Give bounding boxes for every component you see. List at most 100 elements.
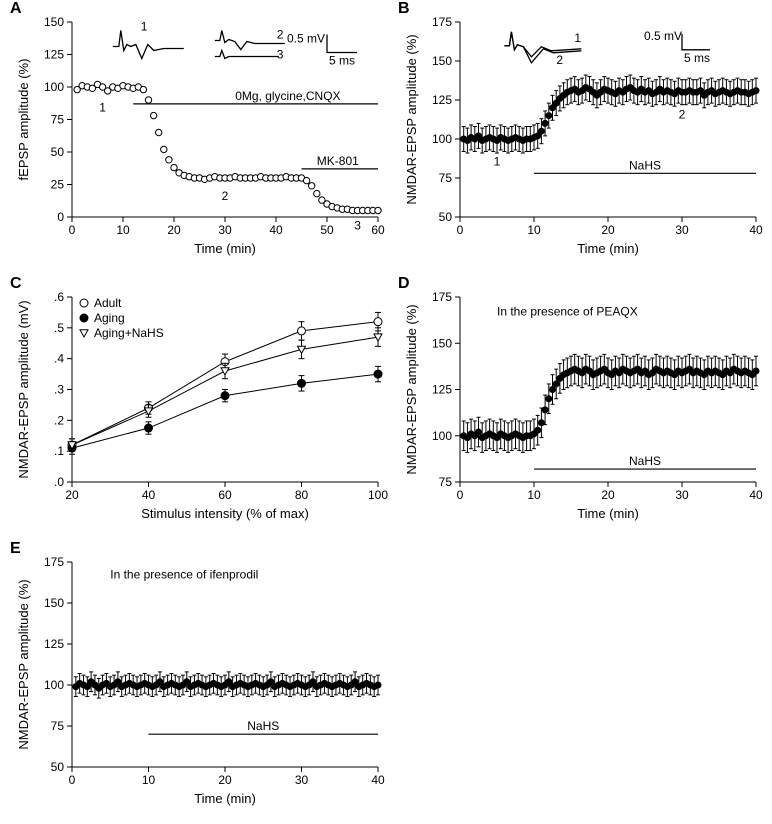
svg-text:.2: .2 [54,413,64,427]
panel-label-D: D [398,275,410,293]
svg-text:.3: .3 [54,383,64,397]
svg-text:0: 0 [457,223,464,237]
svg-text:50: 50 [51,760,65,774]
svg-text:Aging+NaHS: Aging+NaHS [94,326,164,340]
svg-text:60: 60 [371,223,385,237]
svg-text:NMDAR-EPSP amplitude (%): NMDAR-EPSP amplitude (%) [404,34,419,204]
panel-C: C20406080100.0.1.2.3.4.5.6Stimulus inten… [10,275,390,530]
figure-root: A01020304050600255075100125150Time (min)… [0,0,772,824]
svg-text:20: 20 [65,488,79,502]
svg-text:20: 20 [218,773,232,787]
svg-text:Adult: Adult [94,296,122,310]
svg-text:40: 40 [371,773,385,787]
svg-text:100: 100 [432,429,452,443]
svg-text:60: 60 [218,488,232,502]
svg-text:NaHS: NaHS [247,719,279,733]
svg-text:1: 1 [141,20,148,34]
svg-text:.6: .6 [54,290,64,304]
svg-text:0: 0 [69,773,76,787]
svg-text:NaHS: NaHS [629,158,661,172]
svg-text:.0: .0 [54,475,64,489]
svg-text:0: 0 [457,488,464,502]
panel-label-B: B [398,0,410,18]
svg-text:40: 40 [269,223,283,237]
svg-text:30: 30 [675,488,689,502]
svg-text:1: 1 [99,100,106,114]
panel-label-C: C [10,275,22,293]
panel-D: D01020304075100125150175Time (min)NMDAR-… [398,275,768,530]
svg-text:100: 100 [44,80,64,94]
svg-text:Aging: Aging [94,311,125,325]
svg-text:175: 175 [432,15,452,29]
svg-text:1: 1 [494,154,501,168]
svg-text:75: 75 [51,719,65,733]
svg-text:fEPSP amplitude (%): fEPSP amplitude (%) [16,59,31,181]
svg-text:30: 30 [295,773,309,787]
svg-text:40: 40 [749,223,763,237]
svg-text:5 ms: 5 ms [329,54,355,68]
panel-label-E: E [10,540,21,558]
svg-text:10: 10 [116,223,130,237]
svg-text:0.5 mV: 0.5 mV [644,29,682,43]
svg-text:0.5 mV: 0.5 mV [287,32,325,46]
panel-label-A: A [10,0,22,18]
svg-text:40: 40 [142,488,156,502]
svg-text:75: 75 [439,475,453,489]
svg-text:50: 50 [439,210,453,224]
svg-text:150: 150 [44,596,64,610]
svg-text:3: 3 [277,48,284,62]
svg-text:20: 20 [167,223,181,237]
svg-text:100: 100 [44,678,64,692]
svg-text:MK-801: MK-801 [317,154,359,168]
svg-text:10: 10 [527,488,541,502]
svg-text:In the presence of PEAQX: In the presence of PEAQX [497,305,638,319]
svg-text:.1: .1 [54,444,64,458]
svg-text:10: 10 [527,223,541,237]
svg-text:20: 20 [601,488,615,502]
svg-text:2: 2 [679,108,686,122]
svg-text:NMDAR-EPSP amplitude (%): NMDAR-EPSP amplitude (%) [16,579,31,749]
svg-text:2: 2 [222,189,229,203]
svg-text:1: 1 [574,31,581,45]
svg-text:175: 175 [432,290,452,304]
svg-text:125: 125 [44,48,64,62]
svg-text:80: 80 [295,488,309,502]
svg-text:150: 150 [44,15,64,29]
svg-text:2: 2 [277,28,284,42]
svg-text:100: 100 [432,132,452,146]
svg-text:50: 50 [320,223,334,237]
svg-text:20: 20 [601,223,615,237]
svg-text:10: 10 [142,773,156,787]
panel-A: A 0 10 20 30 40 50 60 0 25 50 75 100 125 150 Time (min)… [10,0,390,265]
svg-text:.4: .4 [54,352,64,366]
svg-text:Time (min): Time (min) [194,241,256,256]
svg-text:.5: .5 [54,321,64,335]
svg-text:175: 175 [44,555,64,569]
svg-text:40: 40 [749,488,763,502]
svg-text:Time (min): Time (min) [577,241,639,256]
svg-text:50: 50 [51,145,65,159]
svg-text:5 ms: 5 ms [684,51,710,65]
svg-text:125: 125 [432,383,452,397]
svg-text:150: 150 [432,54,452,68]
svg-text:30: 30 [218,223,232,237]
panel-B: B0102030405075100125150175Time (min)NMDA… [398,0,768,265]
svg-text:25: 25 [51,178,65,192]
svg-text:0: 0 [57,210,64,224]
svg-text:NaHS: NaHS [629,454,661,468]
svg-text:3: 3 [354,219,361,233]
svg-text:125: 125 [44,637,64,651]
svg-text:Stimulus intensity (% of max): Stimulus intensity (% of max) [141,506,309,521]
svg-text:2: 2 [556,53,563,67]
svg-text:0: 0 [69,223,76,237]
svg-text:125: 125 [432,93,452,107]
svg-text:30: 30 [675,223,689,237]
svg-text:150: 150 [432,336,452,350]
svg-text:Time (min): Time (min) [194,791,256,806]
svg-text:NMDAR-EPSP amplitude (%): NMDAR-EPSP amplitude (%) [404,304,419,474]
svg-text:NMDAR-EPSP amplitude (mV): NMDAR-EPSP amplitude (mV) [16,300,31,478]
panel-E: E 0 10 20 30 40 50 75 100 125 150 175 Time (min) NMDA… [10,540,390,815]
svg-text:In the presence of ifenprodil: In the presence of ifenprodil [110,567,258,581]
svg-text:0Mg, glycine,CNQX: 0Mg, glycine,CNQX [235,89,340,103]
svg-text:75: 75 [51,113,65,127]
